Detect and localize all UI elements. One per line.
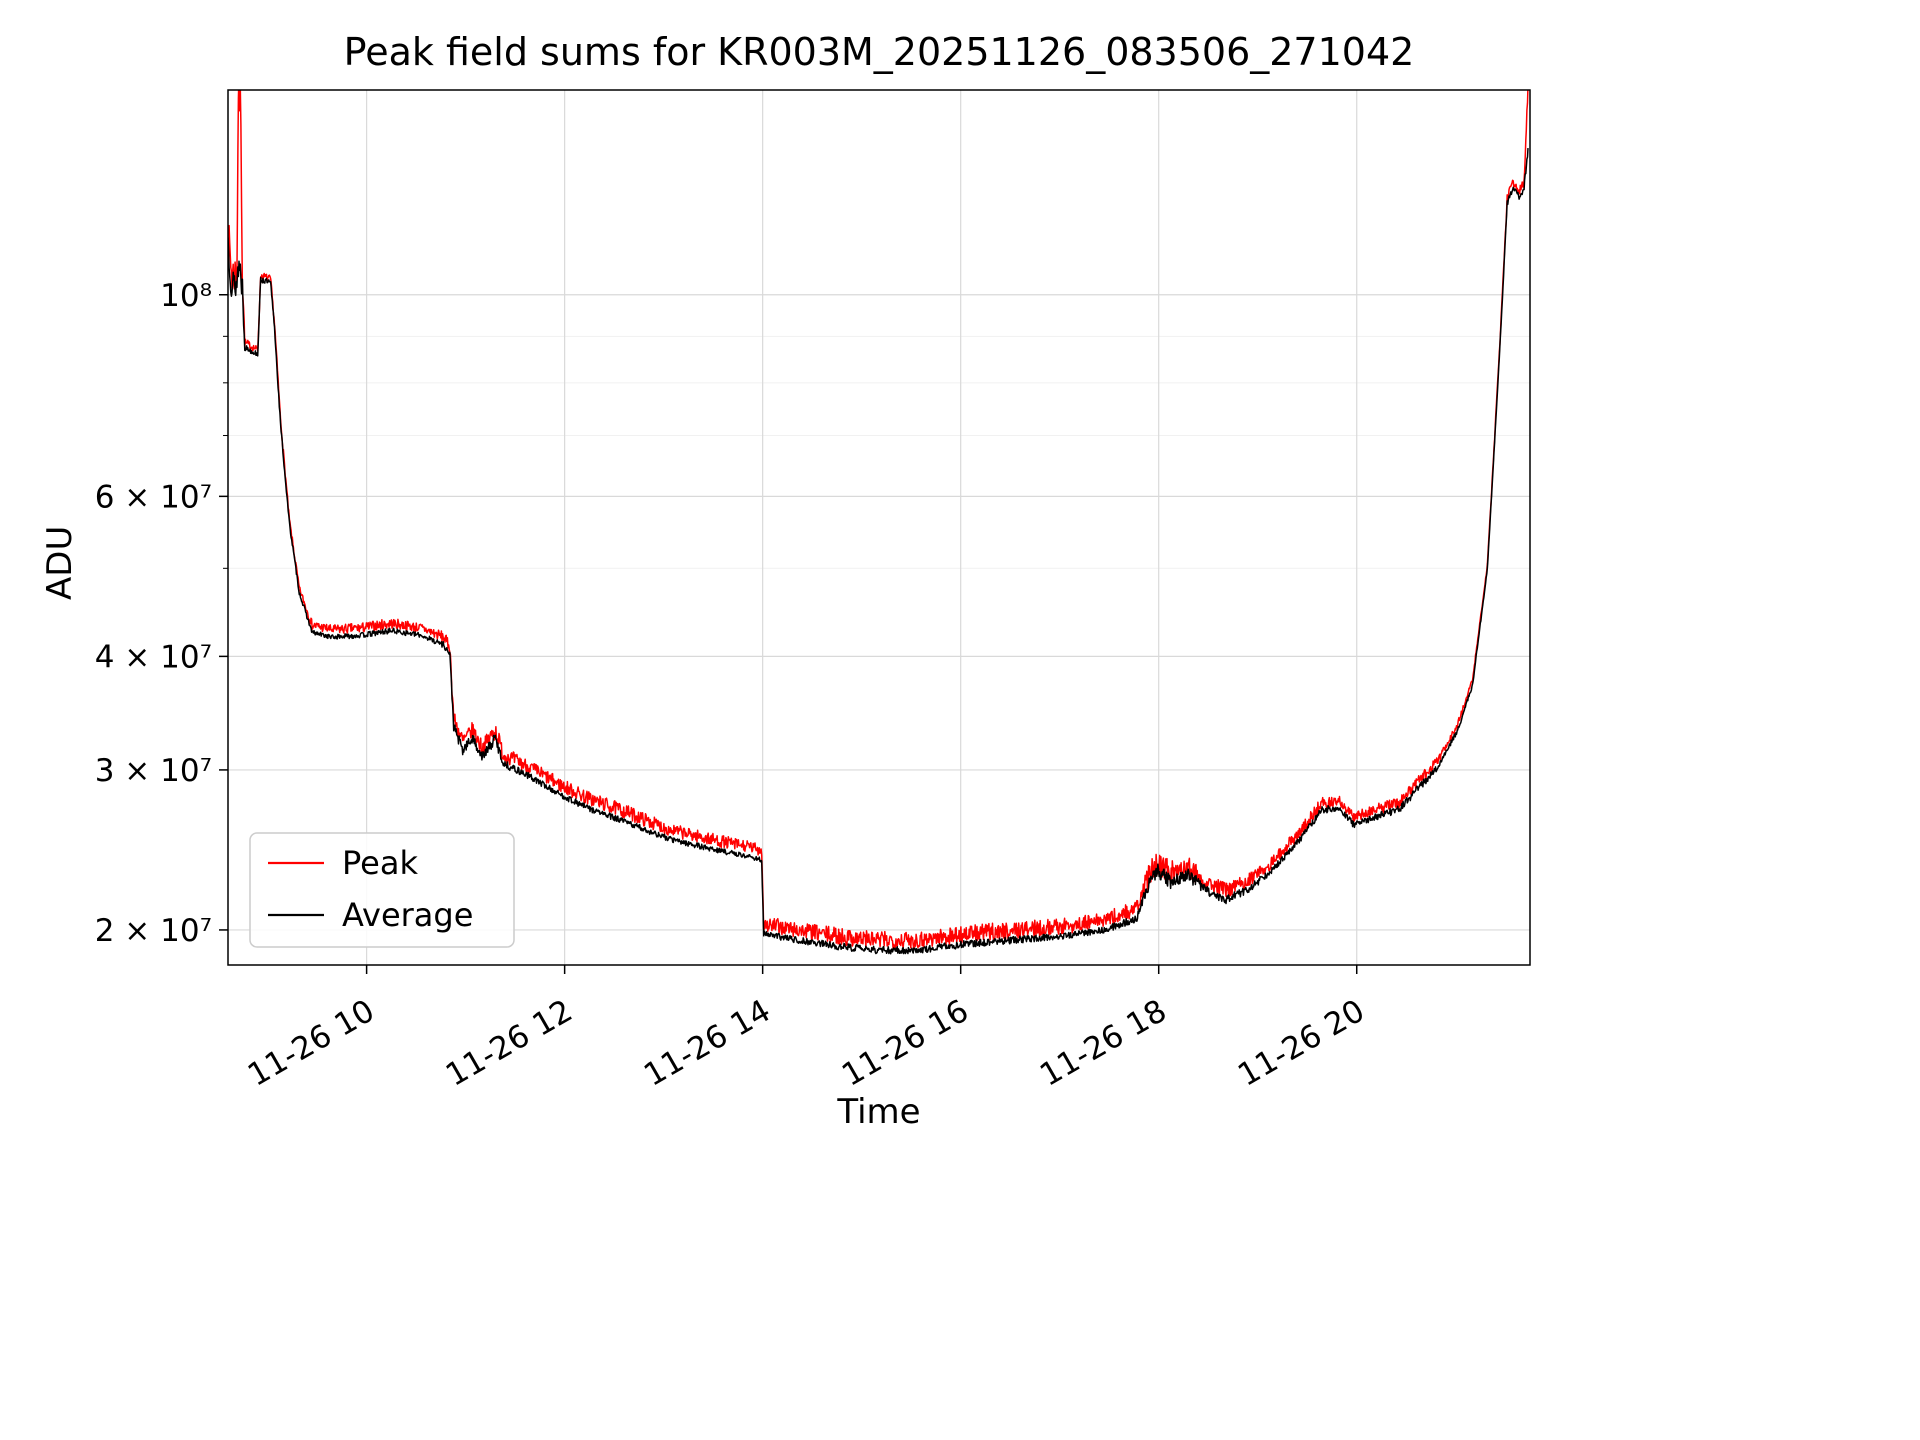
gridlines: [228, 90, 1530, 965]
x-tick-label: 11-26 14: [638, 993, 777, 1094]
x-axis-label: Time: [837, 1092, 921, 1132]
y-tick-label: 4 × 10⁷: [95, 639, 212, 675]
series-lines: [228, 90, 1529, 955]
x-tick-label: 11-26 16: [836, 993, 975, 1094]
legend: Peak Average: [249, 832, 515, 948]
x-tick-label: 11-26 12: [440, 993, 579, 1094]
axis-ticks: 2 × 10⁷ 3 × 10⁷ 4 × 10⁷ 6 × 10⁷ 10⁸ 11-26 10 1…: [95, 278, 1371, 1094]
y-axis-label: ADU: [40, 525, 80, 600]
y-tick-label: 10⁸: [160, 278, 212, 314]
y-tick-label: 3 × 10⁷: [95, 753, 212, 789]
legend-box: [249, 832, 515, 948]
x-tick-label: 11-26 20: [1232, 993, 1371, 1094]
legend-label-peak: Peak: [342, 844, 418, 882]
legend-label-average: Average: [342, 896, 473, 934]
y-tick-label: 2 × 10⁷: [95, 913, 212, 949]
x-tick-label: 11-26 18: [1034, 993, 1173, 1094]
series-line-average: [228, 148, 1529, 955]
y-tick-label: 6 × 10⁷: [95, 479, 212, 515]
axes-frame: [227, 89, 1531, 966]
x-tick-label: 11-26 10: [242, 993, 381, 1094]
chart-title: Peak field sums for KR003M_20251126_0835…: [343, 30, 1415, 74]
series-line-peak: [228, 90, 1529, 950]
